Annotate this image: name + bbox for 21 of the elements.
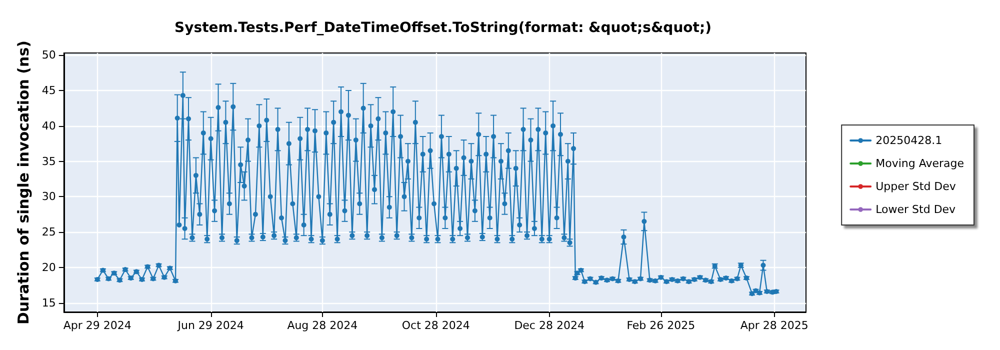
- x-tick-label: Feb 26 2025: [626, 319, 696, 332]
- y-tick-label: 25: [42, 226, 56, 239]
- x-tick-label: Apr 29 2024: [63, 319, 132, 332]
- x-tick-label: Apr 28 2025: [740, 319, 808, 332]
- legend-label: Moving Average: [876, 157, 964, 170]
- legend-label: Upper Std Dev: [876, 180, 956, 193]
- legend-label: 20250428.1: [876, 134, 942, 147]
- y-axis-title: Duration of single invocation (ns): [14, 40, 32, 324]
- chart-title: System.Tests.Perf_DateTimeOffset.ToString(format: &quot;s&quot;): [174, 20, 712, 36]
- y-tick-label: 50: [42, 48, 56, 62]
- y-tick-label: 15: [42, 296, 56, 310]
- x-tick-label: Oct 28 2024: [402, 319, 470, 332]
- y-tick-label: 40: [42, 119, 56, 132]
- y-tick-label: 30: [42, 190, 56, 204]
- legend-label: Lower Std Dev: [876, 203, 956, 216]
- y-tick-label: 35: [42, 154, 56, 168]
- x-tick-label: Aug 28 2024: [287, 319, 358, 332]
- x-tick-label: Jun 29 2024: [176, 319, 244, 332]
- x-tick-label: Dec 28 2024: [514, 319, 584, 332]
- y-tick-label: 20: [42, 260, 56, 274]
- y-tick-label: 45: [42, 84, 56, 98]
